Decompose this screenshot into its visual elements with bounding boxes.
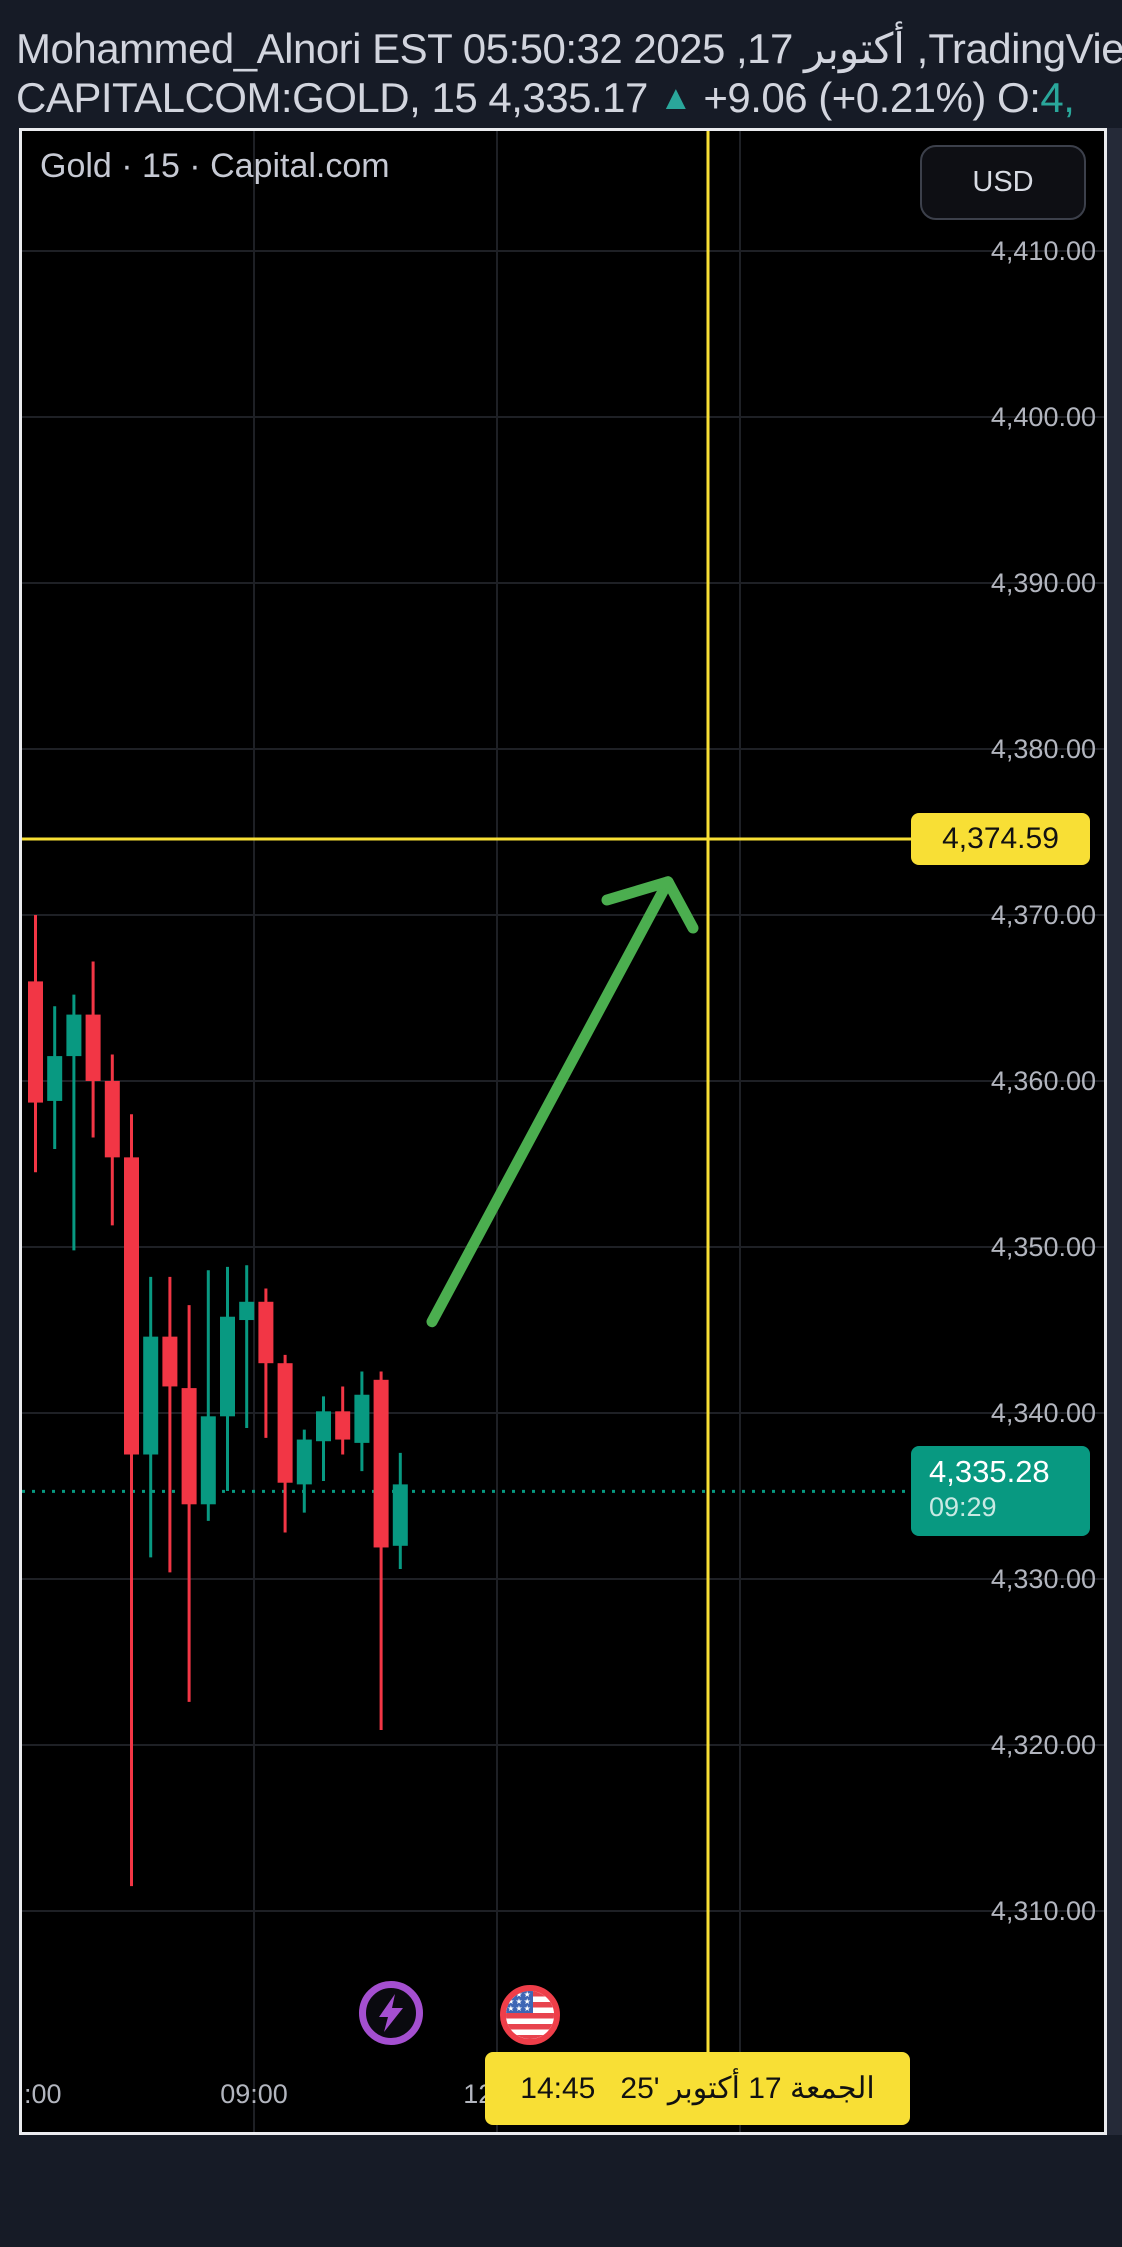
open-value: 4,: [1040, 74, 1075, 121]
currency-button[interactable]: USD: [920, 145, 1086, 220]
flash-event-icon[interactable]: [359, 1981, 423, 2045]
bar-countdown: 09:29: [929, 1492, 997, 1522]
price-tick-label: 4,320.00: [990, 1730, 1096, 1760]
price-tick-label: 4,330.00: [990, 1564, 1096, 1594]
candle-body: [239, 1301, 255, 1321]
candle-body: [316, 1411, 331, 1442]
price-tick-label: 4,400.00: [990, 402, 1096, 432]
candle-body: [373, 1379, 389, 1548]
price-tick-label: 4,350.00: [990, 1232, 1096, 1262]
trend-arrow-shaft[interactable]: [426, 876, 674, 1328]
flag-canton: ★★★ ★★★ ★★★: [506, 1991, 533, 2013]
lightning-bolt-icon: [379, 1994, 403, 2032]
up-triangle-icon: ▲: [659, 79, 693, 117]
symbol-ohlc-text: CAPITALCOM:GOLD, 15 4,335.17: [16, 74, 660, 121]
open-label: O:: [997, 74, 1041, 121]
crosshair-price-label: 4,374.59: [911, 813, 1090, 865]
candle-body: [124, 1157, 139, 1455]
symbol-title[interactable]: Gold · 15 · Capital.com: [40, 147, 390, 185]
price-tick-label: 4,360.00: [990, 1066, 1096, 1096]
last-price-value: 4,335.28: [929, 1454, 1050, 1489]
candle-body: [181, 1388, 197, 1505]
candle-body: [258, 1301, 274, 1364]
candle-body: [200, 1416, 216, 1505]
footer: TradingView: [0, 2135, 1122, 2247]
change-text: +9.06 (+0.21%): [692, 74, 998, 121]
header-line-2: CAPITALCOM:GOLD, 15 4,335.17 ▲ +9.06 (+0…: [16, 74, 1075, 122]
crosshair-time-label: الجمعة 17 أكتوبر '25 14:45: [485, 2052, 910, 2125]
chart-header: Mohammed_Alnori EST 05:50:32 2025 ,17 أك…: [0, 0, 1122, 128]
candle-body: [335, 1411, 351, 1440]
price-tick-label: 4,380.00: [990, 734, 1096, 764]
price-scale-margin: [1107, 128, 1122, 2135]
candle-body: [143, 1336, 159, 1455]
price-chart[interactable]: Gold · 15 · Capital.com USD 4,410.00 4,40…: [19, 128, 1107, 2135]
candle-body: [66, 1014, 82, 1057]
price-tick-label: 4,410.00: [990, 236, 1096, 266]
candle-body: [104, 1081, 120, 1158]
candle-body: [85, 1014, 101, 1081]
candle-body: [392, 1484, 408, 1546]
time-tick-label: :00: [24, 2079, 62, 2109]
us-flag-event-icon[interactable]: ★★★ ★★★ ★★★: [500, 1985, 560, 2045]
price-tick-label: 4,370.00: [990, 900, 1096, 930]
candle-body: [47, 1056, 63, 1101]
price-tick-label: 4,340.00: [990, 1398, 1096, 1428]
header-line-1: Mohammed_Alnori EST 05:50:32 2025 ,17 أك…: [16, 25, 1122, 72]
candle-body: [162, 1336, 178, 1387]
price-tick-label: 4,390.00: [990, 568, 1096, 598]
candlestick-plot: [22, 131, 1104, 2132]
candle-body: [277, 1363, 293, 1483]
trend-arrow-head[interactable]: [601, 876, 699, 934]
candle-body: [354, 1394, 370, 1443]
time-tick-label: 09:00: [220, 2079, 288, 2109]
candle-body: [220, 1316, 235, 1417]
price-tick-label: 4,310.00: [990, 1896, 1096, 1926]
candle-body: [28, 981, 43, 1103]
last-price-label: 4,335.28 09:29: [911, 1446, 1090, 1536]
candle-body: [296, 1439, 312, 1485]
